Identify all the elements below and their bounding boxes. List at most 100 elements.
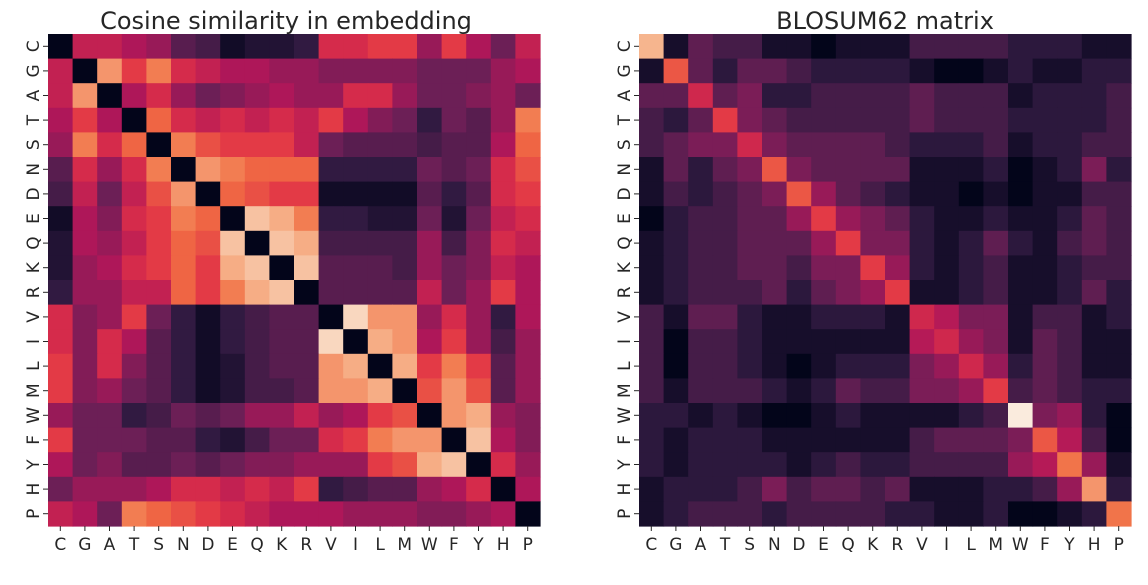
x-tick-label: R: [300, 535, 312, 555]
heatmap-cell-V-L: [367, 304, 393, 330]
heatmap-cell-H-S: [737, 476, 763, 502]
heatmap-cell-K-D: [786, 255, 812, 281]
heatmap-cell-W-E: [811, 403, 837, 429]
x-tick-label: P: [1114, 535, 1124, 555]
heatmap-cell-R-F: [441, 280, 467, 306]
heatmap-cell-I-Q: [244, 329, 270, 355]
heatmap-cell-S-N: [171, 132, 197, 158]
heatmap-cell-P-T: [712, 501, 738, 527]
heatmap-cell-M-D: [786, 378, 812, 404]
heatmap-cell-A-I: [934, 83, 960, 109]
heatmap-cell-A-S: [737, 83, 763, 109]
left-heatmap-y-ticks: CGA T S ND E QK R V I L MW F YH P: [24, 40, 48, 519]
heatmap-cell-K-A: [688, 255, 714, 281]
heatmap-cell-Y-K: [269, 452, 295, 478]
heatmap-cell-W-Q: [835, 403, 861, 429]
heatmap-cell-C-T: [712, 34, 738, 60]
heatmap-cell-S-F: [1032, 132, 1058, 158]
heatmap-cell-H-N: [762, 476, 788, 502]
heatmap-cell-A-D: [786, 83, 812, 109]
heatmap-cell-I-L: [958, 329, 984, 355]
heatmap-cell-L-S: [737, 353, 763, 379]
heatmap-cell-Q-G: [663, 230, 689, 256]
heatmap-cell-I-D: [786, 329, 812, 355]
heatmap-cell-D-N: [171, 181, 197, 207]
heatmap-cell-G-G: [663, 58, 689, 84]
heatmap-cell-R-A: [97, 280, 123, 306]
heatmap-cell-A-D: [195, 83, 221, 109]
heatmap-cell-G-P: [1106, 58, 1132, 84]
heatmap-cell-T-F: [441, 107, 467, 133]
heatmap-cell-R-T: [712, 280, 738, 306]
heatmap-cell-N-S: [146, 157, 172, 183]
heatmap-cell-K-R: [294, 255, 320, 281]
heatmap-cell-W-T: [712, 403, 738, 429]
heatmap-cell-M-S: [737, 378, 763, 404]
heatmap-cell-Y-G: [663, 452, 689, 478]
heatmap-cell-T-K: [860, 107, 886, 133]
heatmap-cell-L-I: [934, 353, 960, 379]
heatmap-cell-K-L: [958, 255, 984, 281]
heatmap-cell-W-I: [343, 403, 369, 429]
heatmap-cell-G-F: [1032, 58, 1058, 84]
heatmap-cell-F-V: [318, 427, 344, 453]
heatmap-cell-P-G: [72, 501, 98, 527]
heatmap-cell-F-C: [48, 427, 74, 453]
heatmap-cell-L-F: [441, 353, 467, 379]
heatmap-cell-W-W: [1008, 403, 1034, 429]
heatmap-cell-I-Y: [466, 329, 492, 355]
heatmap-cell-P-A: [97, 501, 123, 527]
heatmap-cell-Q-D: [195, 230, 221, 256]
heatmap-cell-W-G: [72, 403, 98, 429]
heatmap-cell-V-S: [737, 304, 763, 330]
heatmap-cell-K-H: [1081, 255, 1107, 281]
heatmap-cell-I-I: [343, 329, 369, 355]
heatmap-cell-N-Y: [466, 157, 492, 183]
heatmap-cell-N-P: [515, 157, 541, 183]
heatmap-cell-D-I: [934, 181, 960, 207]
heatmap-cell-M-H: [1081, 378, 1107, 404]
heatmap-cell-R-E: [220, 280, 246, 306]
heatmap-cell-I-T: [712, 329, 738, 355]
heatmap-cell-Y-E: [220, 452, 246, 478]
y-tick-label: Q: [615, 236, 635, 249]
heatmap-cell-K-P: [515, 255, 541, 281]
heatmap-cell-A-A: [688, 83, 714, 109]
heatmap-cell-H-F: [1032, 476, 1058, 502]
heatmap-cell-M-F: [1032, 378, 1058, 404]
heatmap-cell-V-D: [195, 304, 221, 330]
heatmap-cell-W-I: [934, 403, 960, 429]
heatmap-cell-C-M: [392, 34, 418, 60]
heatmap-cell-W-W: [417, 403, 443, 429]
right-heatmap-cells: [639, 34, 1132, 527]
x-tick-label: M: [397, 535, 412, 555]
heatmap-cell-I-N: [762, 329, 788, 355]
heatmap-cell-R-I: [343, 280, 369, 306]
heatmap-cell-A-S: [146, 83, 172, 109]
heatmap-cell-K-Q: [835, 255, 861, 281]
heatmap-cell-W-Y: [1057, 403, 1083, 429]
heatmap-cell-Y-P: [1106, 452, 1132, 478]
heatmap-cell-W-R: [885, 403, 911, 429]
heatmap-cell-M-G: [72, 378, 98, 404]
heatmap-cell-K-S: [146, 255, 172, 281]
heatmap-cell-F-N: [171, 427, 197, 453]
heatmap-cell-I-G: [72, 329, 98, 355]
heatmap-cell-V-H: [490, 304, 516, 330]
y-tick-label: W: [24, 407, 44, 424]
heatmap-cell-E-V: [318, 206, 344, 232]
heatmap-cell-Y-C: [639, 452, 665, 478]
x-tick-label: S: [153, 535, 164, 555]
heatmap-cell-C-N: [762, 34, 788, 60]
heatmap-cell-A-K: [269, 83, 295, 109]
heatmap-cell-L-H: [1081, 353, 1107, 379]
heatmap-cell-P-M: [983, 501, 1009, 527]
heatmap-cell-H-N: [171, 476, 197, 502]
heatmap-cell-A-T: [712, 83, 738, 109]
heatmap-cell-E-Y: [466, 206, 492, 232]
heatmap-cell-H-S: [146, 476, 172, 502]
heatmap-cell-I-Y: [1057, 329, 1083, 355]
heatmap-cell-L-M: [983, 353, 1009, 379]
heatmap-cell-D-A: [97, 181, 123, 207]
heatmap-cell-A-L: [958, 83, 984, 109]
